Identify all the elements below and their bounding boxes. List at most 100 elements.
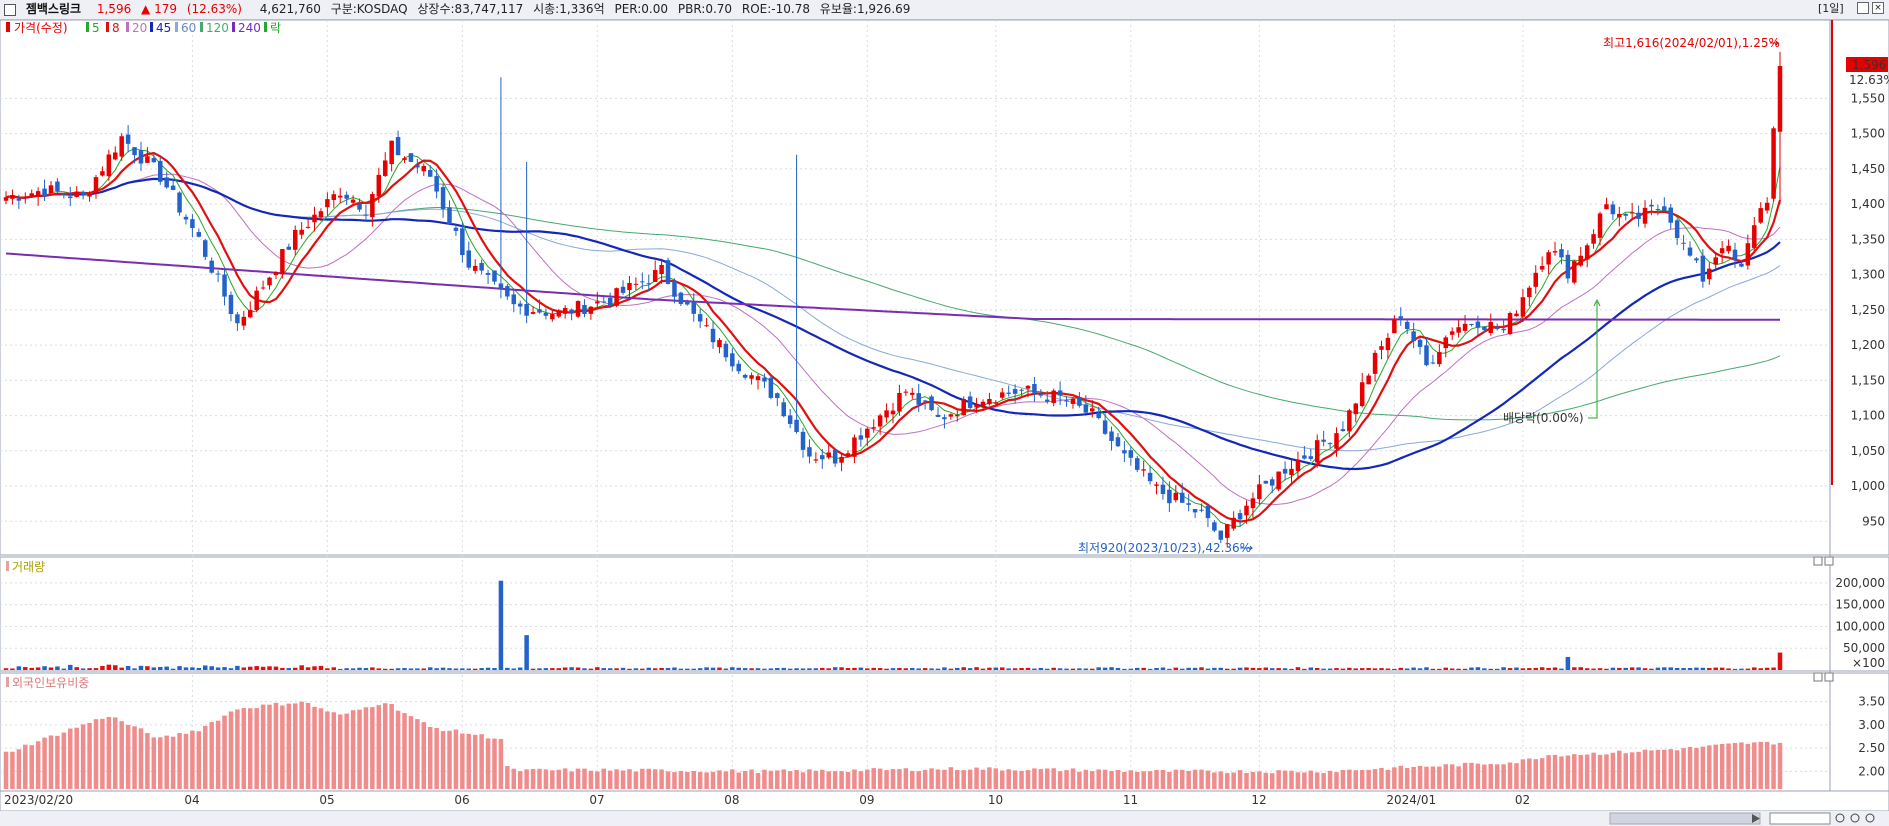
scroll-right-icon[interactable] [1752,814,1760,823]
volume-bar [312,666,317,670]
foreign-bar [607,770,613,789]
stock-chart[interactable]: 1,550 1,500 1,450 1,400 1,350 1,300 1,250 1,200… [0,20,1889,826]
foreign-bar [164,735,169,789]
foreign-bar [42,737,47,789]
candle-body [1565,254,1571,279]
panel-controls[interactable] [1813,556,1834,682]
candle-body [1758,208,1763,223]
candle-body [1456,327,1461,333]
bottom-toolbar[interactable] [0,811,1889,826]
volume-bar [781,667,786,670]
foreign-bar [543,769,549,789]
x-tick-label: 09 [859,793,874,807]
volume-bar [344,668,349,670]
candle-body [222,274,227,297]
candle-body [1102,420,1108,434]
candle-body [1083,404,1089,413]
volume-bar [627,668,632,670]
volume-bar [1430,668,1436,670]
candle-body [106,154,112,177]
candle-body [472,265,478,271]
foreign-bar [575,768,581,789]
listed-shares: 상장수:83,747,117 [417,2,524,16]
minimize-icon[interactable] [1857,2,1869,14]
candle-body [1032,384,1037,393]
volume-bar [1501,667,1506,670]
candle-body [1045,399,1050,402]
volume-bar [794,668,799,670]
zoom-in-icon[interactable] [1835,813,1845,823]
candle-body [1321,439,1326,442]
foreign-bar [1051,768,1056,789]
volume-bar [1379,668,1384,670]
foreign-bar [852,769,857,789]
volume-bar [967,668,973,670]
volume-bar [1745,668,1751,670]
candle-body [125,134,131,144]
foreign-bar [1623,753,1628,789]
candle-body [897,392,902,412]
foreign-bar [1546,755,1551,789]
volume-bar [871,667,876,670]
volume-bar [755,668,761,670]
candlesticks [3,51,1783,547]
volume-bar [1777,652,1783,670]
price-tick-label: 1,550 [1851,91,1885,105]
candle-body [1629,212,1635,214]
volume-bar [1038,667,1044,670]
candle-body [1192,509,1198,513]
price-tick-label: 1,200 [1851,338,1885,352]
foreign-bar [113,717,118,789]
foreign-bar [993,768,999,789]
zoom-slider[interactable] [1769,812,1831,825]
candle-body [1437,352,1442,365]
volume-tick-label: ×100 [1852,656,1885,670]
volume-bar [884,668,889,670]
volume-bar [961,667,966,670]
foreign-bar [1449,764,1455,789]
volume-bar [421,668,427,670]
candle-body [942,417,947,420]
foreign-bar [652,769,658,789]
volume-bar [620,667,626,670]
horizontal-scrollbar[interactable] [1609,812,1761,825]
volume-bar [1591,668,1596,670]
close-icon[interactable]: × [1872,2,1884,14]
volume-bar [370,667,375,670]
x-tick-label: 11 [1123,793,1138,807]
foreign-bar [1520,759,1526,789]
candle-body [1462,323,1468,331]
stock-name[interactable]: 젬백스링크 [25,2,82,16]
foreign-bar [408,716,414,789]
period-selector[interactable]: [1일] [1818,2,1844,15]
zoom-reset-icon[interactable] [1865,813,1875,823]
volume-bar [1090,668,1095,670]
volume-bar [408,668,414,670]
volume-bar [1713,667,1718,670]
candle-body [742,374,748,378]
volume-bar [1205,668,1211,670]
candle-body [1366,375,1371,385]
foreign-bar [955,769,960,789]
candle-body [1025,385,1031,389]
candle-body [1777,66,1783,132]
panel-backgrounds [0,20,1889,812]
volume-bar [1282,668,1288,670]
stock-checkbox-icon[interactable] [4,3,16,16]
foreign-bar [640,768,645,789]
volume-bar [742,668,748,670]
volume-bar [1372,668,1378,670]
foreign-bar [125,724,131,789]
candle-body [1019,389,1024,391]
legend-ma20: 20 [132,21,147,35]
foreign-bar [974,767,979,789]
volume-bar [524,635,529,670]
foreign-bar [1250,771,1256,789]
volume-tick-label: 200,000 [1835,576,1885,590]
candle-body [665,260,671,284]
candle-body [1739,263,1744,267]
candle-body [1115,437,1121,447]
candle-body [1006,392,1011,394]
candle-body [1392,319,1397,334]
zoom-out-icon[interactable] [1850,813,1860,823]
